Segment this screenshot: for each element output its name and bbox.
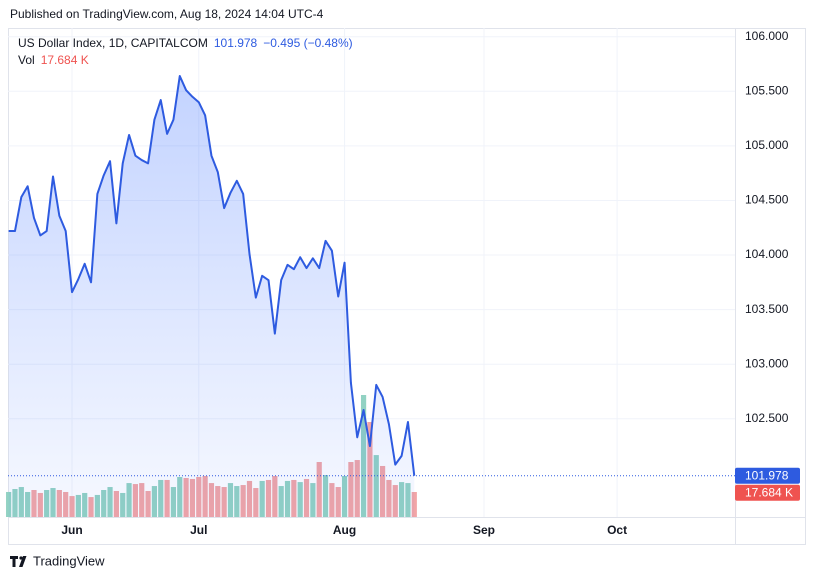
x-tick-label: Sep [473,523,495,537]
logo [10,556,27,567]
y-tick-label: 105.000 [745,138,789,152]
volume-name: Vol [18,53,35,67]
brand: TradingView [33,553,105,568]
volume-last: 17.684 K [40,53,89,67]
legend-volume: Vol 17.684 K [18,53,95,67]
chart-frame [8,28,806,545]
y-tick-label: 102.500 [745,411,789,425]
x-tick-label: Oct [607,523,627,537]
x-tick-label: Jul [190,523,207,537]
last-price: 101.978 [213,36,258,50]
y-tick-label: 103.500 [745,302,789,316]
last-volume-box [735,484,800,501]
legend-main: US Dollar Index, 1D, CAPITALCOM 101.978 −0… [18,36,359,50]
published-note: Published on TradingView.com, Aug 18, 20… [10,7,324,21]
last-price-label: 101.978 [745,468,789,482]
y-tick-label: 104.500 [745,193,789,207]
price-line [8,75,416,476]
x-tick-label: Aug [333,523,356,537]
y-tick-label: 104.000 [745,247,789,261]
last-price-box [735,467,800,484]
y-tick-label: 103.000 [745,356,789,370]
area-fill [8,76,415,517]
change: −0.495 (−0.48%) [263,36,353,50]
symbol: US Dollar Index, 1D, CAPITALCOM [18,36,208,50]
y-tick-label: 106.000 [745,29,789,43]
y-tick-label: 105.500 [745,83,789,97]
x-tick-label: Jun [61,523,82,537]
last-volume-label: 17.684 K [745,485,793,499]
